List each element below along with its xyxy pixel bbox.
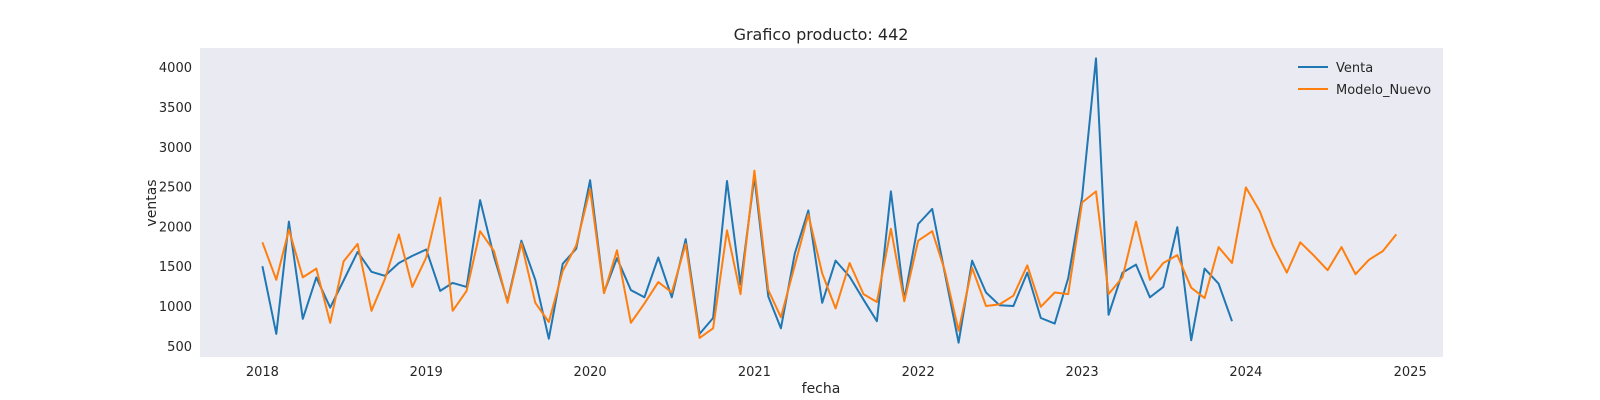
y-tick-label: 2500: [159, 181, 192, 196]
x-tick-label: 2022: [902, 365, 935, 380]
series-layer: [261, 57, 1398, 344]
x-tick-label: 2021: [738, 365, 771, 380]
y-tick-label: 3000: [159, 141, 192, 156]
x-tick-label: 2023: [1066, 365, 1099, 380]
x-axis-ticks: 2018 2019 2020 2021 2022 2023 2024 2025: [246, 365, 1427, 380]
series-line-modelo-nuevo: [261, 169, 1398, 339]
x-tick-label: 2024: [1229, 365, 1262, 380]
x-axis-label: fecha: [802, 381, 841, 397]
legend-label-venta: Venta: [1336, 61, 1373, 76]
y-axis-ticks: 500 1000 1500 2000 2500 3000 3500 4000: [159, 61, 192, 355]
legend-label-modelo-nuevo: Modelo_Nuevo: [1336, 83, 1431, 98]
y-tick-label: 500: [167, 340, 192, 355]
y-axis-label: ventas: [144, 179, 160, 226]
chart-title: Grafico producto: 442: [734, 25, 909, 44]
legend: Venta Modelo_Nuevo: [1298, 61, 1431, 98]
x-tick-label: 2019: [410, 365, 443, 380]
y-tick-label: 2000: [159, 220, 192, 235]
y-tick-label: 1500: [159, 260, 192, 275]
y-tick-label: 1000: [159, 300, 192, 315]
x-tick-label: 2025: [1394, 365, 1427, 380]
y-tick-label: 4000: [159, 61, 192, 76]
x-tick-label: 2020: [574, 365, 607, 380]
x-tick-label: 2018: [246, 365, 279, 380]
plot-area: [200, 48, 1443, 357]
y-tick-label: 3500: [159, 101, 192, 116]
